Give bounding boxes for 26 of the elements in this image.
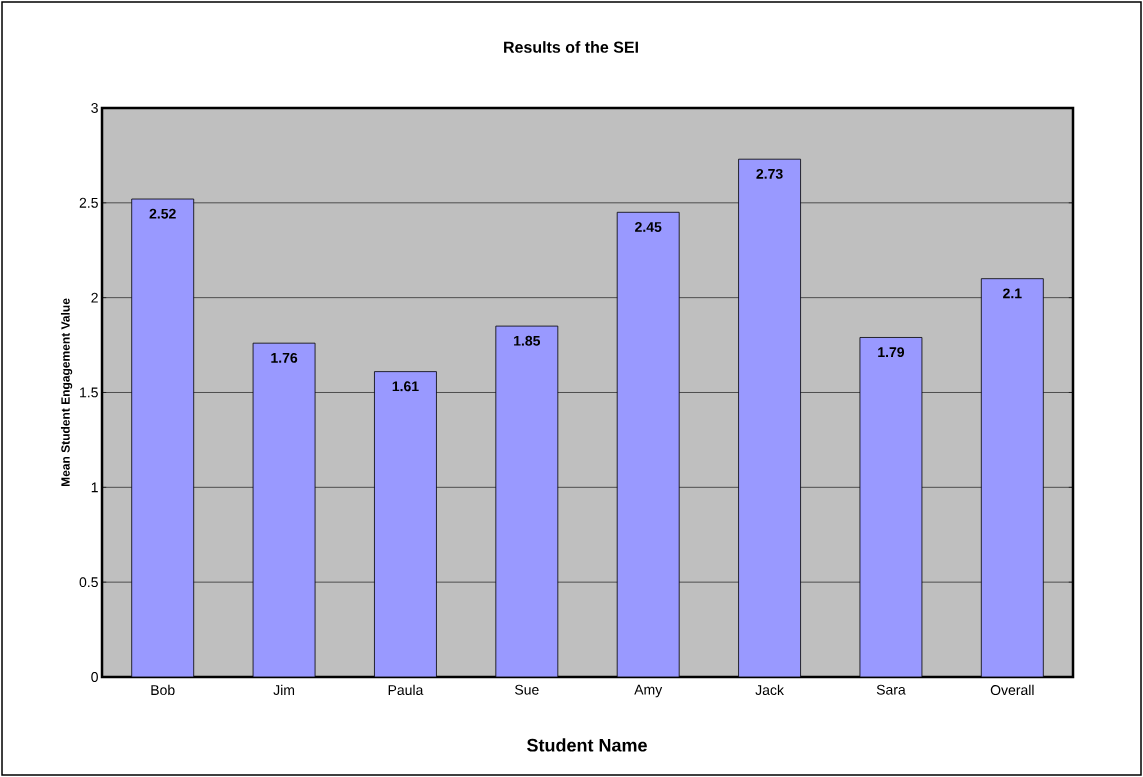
x-tick-label: Jim: [273, 684, 295, 696]
x-tick-label: Sara: [876, 684, 906, 695]
y-tick-label: 2.5: [79, 197, 98, 208]
data-label: 1.79: [878, 347, 905, 358]
chart-title: Results of the SEI: [504, 41, 638, 53]
x-tick-label: Amy: [634, 684, 663, 698]
data-label: 2.1: [1003, 288, 1022, 299]
y-tick-label: 2: [91, 292, 98, 303]
x-axis-title: Student Name: [527, 738, 647, 752]
x-tick-label: Paula: [388, 684, 424, 696]
y-tick-label: 0.5: [79, 577, 98, 588]
y-axis-title: Mean Student Engagement Value: [60, 298, 73, 487]
y-tick-label: 1: [91, 482, 98, 493]
data-label: 1.76: [271, 352, 298, 363]
x-tick-label: Jack: [755, 684, 784, 696]
data-label: 1.85: [514, 335, 541, 346]
y-tick-label: 1.5: [80, 387, 98, 398]
x-tick-label: Sue: [515, 684, 539, 695]
y-tick-label: 3: [91, 103, 98, 113]
data-label: 2.52: [149, 208, 176, 219]
y-tick-label: 0: [91, 672, 98, 682]
data-label: 2.73: [756, 168, 783, 179]
data-label: 2.45: [635, 222, 662, 232]
x-tick-label: Bob: [151, 684, 175, 696]
x-tick-label: Overall: [990, 684, 1034, 696]
data-label: 1.61: [392, 381, 419, 392]
